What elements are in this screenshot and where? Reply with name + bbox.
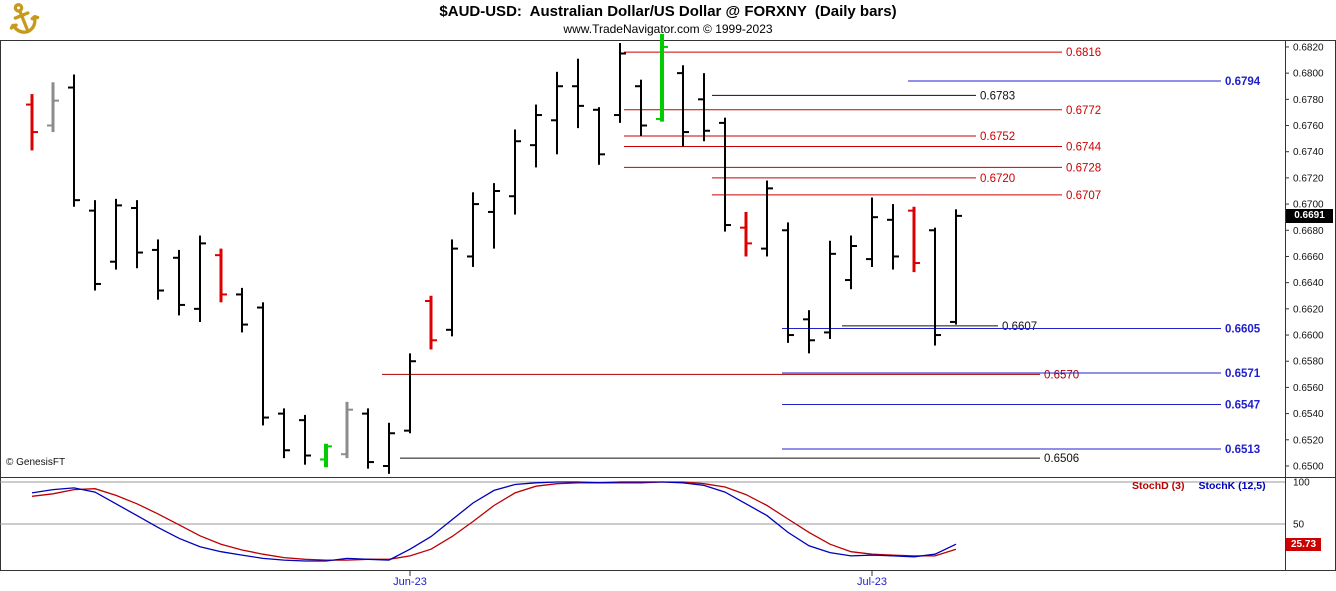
price-axis-label: 0.6740: [1293, 147, 1324, 158]
price-axis-label: 0.6700: [1293, 200, 1324, 211]
price-axis-label: 0.6600: [1293, 331, 1324, 342]
level-label: 0.6513: [1225, 444, 1260, 456]
price-axis-label: 0.6580: [1293, 357, 1324, 368]
level-label: 0.6744: [1066, 141, 1102, 153]
stoch-legend: StochD (3) StochK (12,5): [1132, 480, 1266, 492]
stochk-curve[interactable]: [31, 481, 957, 562]
level-label: 0.6752: [980, 131, 1015, 143]
price-axis-label: 0.6680: [1293, 226, 1324, 237]
level-label: 0.6506: [1044, 453, 1079, 465]
price-axis-label: 0.6560: [1293, 383, 1324, 394]
stoch-scale-label: 100: [1293, 478, 1310, 489]
level-label: 0.6707: [1066, 190, 1101, 202]
level-label: 0.6720: [980, 173, 1015, 185]
level-label: 0.6605: [1225, 323, 1261, 335]
price-axis-label: 0.6620: [1293, 304, 1324, 315]
price-axis-label: 0.6720: [1293, 173, 1324, 184]
stochd-curve[interactable]: [31, 481, 957, 561]
stoch-scale-label: 50: [1293, 520, 1305, 531]
genesis-watermark: © GenesisFT: [6, 457, 66, 468]
price-axis-label: 0.6800: [1293, 69, 1324, 80]
price-axis-label: 0.6640: [1293, 278, 1324, 289]
level-label: 0.6728: [1066, 162, 1101, 174]
x-axis-label: Jun-23: [393, 576, 427, 588]
stochk-legend-label[interactable]: StochK (12,5): [1198, 480, 1266, 492]
last-price-badge: 0.6691: [1286, 208, 1333, 223]
price-axis-label: 0.6660: [1293, 252, 1324, 263]
level-label: 0.6772: [1066, 105, 1101, 117]
price-axis-label: 0.6820: [1293, 42, 1324, 53]
price-axis-label: 0.6500: [1293, 461, 1324, 472]
level-label: 0.6783: [980, 90, 1015, 102]
genesis-anchor-logo-icon: [4, 1, 42, 37]
level-label: 0.6547: [1225, 399, 1260, 411]
price-axis-label: 0.6520: [1293, 435, 1324, 446]
chart-subtitle: www.TradeNavigator.com © 1999-2023: [563, 22, 773, 36]
price-axis-label: 0.6780: [1293, 95, 1324, 106]
level-label: 0.6794: [1225, 76, 1261, 88]
price-axis-label: 0.6760: [1293, 121, 1324, 132]
price-axis-label: 0.6540: [1293, 409, 1324, 420]
level-label: 0.6570: [1044, 369, 1079, 381]
level-label: 0.6607: [1002, 321, 1037, 333]
x-axis-label: Jul-23: [857, 576, 887, 588]
level-label: 0.6571: [1225, 368, 1261, 380]
stochd-legend-label[interactable]: StochD (3): [1132, 480, 1185, 492]
level-label: 0.6816: [1066, 47, 1101, 59]
stoch-value-badge: 25.73: [1286, 537, 1321, 551]
chart-title: $AUD-USD: Australian Dollar/US Dollar @ …: [439, 3, 897, 20]
